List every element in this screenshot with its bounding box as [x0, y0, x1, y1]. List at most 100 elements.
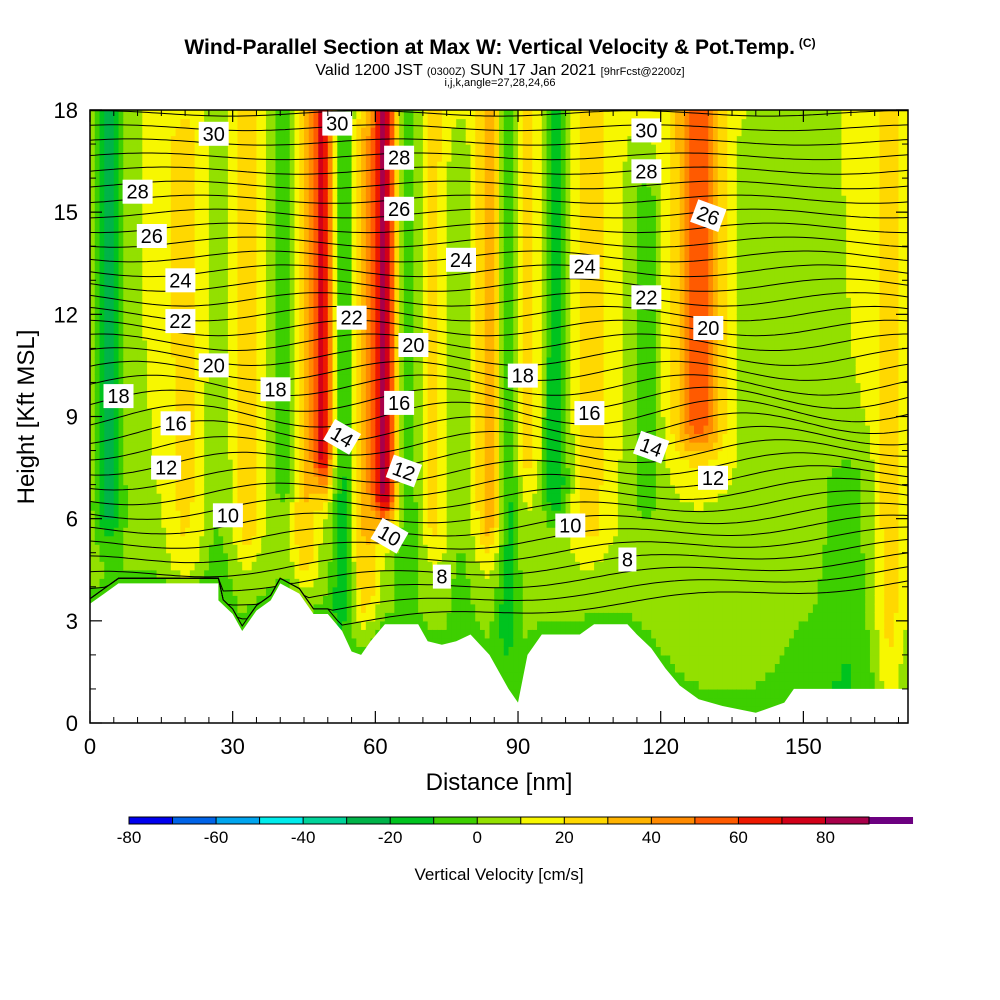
w-cell	[90, 305, 96, 315]
w-cell	[175, 476, 181, 486]
w-cell	[128, 544, 134, 554]
w-cell	[208, 373, 215, 384]
w-cell	[104, 373, 110, 384]
w-cell	[375, 407, 381, 418]
w-cell	[147, 450, 153, 460]
w-cell	[384, 484, 391, 494]
w-cell	[356, 629, 362, 639]
w-cell	[204, 399, 210, 409]
w-cell	[318, 271, 324, 281]
w-cell	[161, 263, 167, 273]
w-cell	[346, 586, 353, 596]
w-cell	[418, 620, 424, 630]
w-cell	[270, 178, 277, 188]
w-cell	[351, 220, 357, 230]
w-cell	[204, 152, 210, 162]
w-cell	[280, 271, 286, 281]
w-cell	[104, 178, 110, 188]
w-cell	[246, 373, 253, 384]
w-cell	[327, 586, 334, 596]
w-cell	[137, 535, 143, 545]
w-cell	[327, 322, 334, 332]
w-cell	[318, 407, 324, 418]
w-cell	[199, 561, 205, 571]
w-cell	[389, 484, 395, 494]
w-cell	[94, 246, 101, 256]
w-cell	[213, 237, 220, 247]
w-cell	[375, 399, 381, 409]
w-cell	[380, 152, 386, 162]
w-cell	[275, 212, 281, 222]
w-cell	[284, 237, 291, 247]
w-cell	[232, 484, 239, 494]
w-cell	[151, 280, 158, 290]
w-cell	[227, 271, 234, 281]
w-cell	[313, 484, 319, 494]
w-cell	[123, 288, 129, 298]
w-cell	[327, 501, 334, 511]
w-cell	[237, 118, 243, 128]
w-cell	[227, 433, 234, 443]
w-cell	[318, 144, 324, 154]
w-cell	[232, 246, 239, 256]
w-cell	[265, 339, 272, 349]
w-cell	[151, 382, 158, 392]
w-cell	[232, 382, 239, 392]
w-cell	[99, 433, 105, 443]
w-cell	[313, 603, 319, 613]
w-cell	[113, 127, 120, 137]
w-cell	[289, 467, 296, 477]
w-cell	[337, 195, 343, 205]
w-cell	[113, 425, 120, 435]
w-cell	[151, 544, 158, 554]
w-cell	[170, 246, 177, 256]
w-cell	[180, 433, 186, 443]
w-cell	[99, 229, 105, 239]
w-cell	[161, 535, 167, 545]
w-cell	[265, 280, 272, 290]
w-cell	[156, 110, 162, 120]
w-cell	[166, 127, 172, 137]
w-cell	[261, 493, 267, 503]
w-cell	[384, 348, 391, 358]
w-cell	[380, 390, 386, 401]
w-cell	[351, 186, 357, 196]
w-cell	[408, 288, 414, 298]
w-cell	[413, 186, 419, 196]
w-cell	[180, 390, 186, 401]
w-cell	[189, 535, 196, 545]
w-cell	[327, 229, 334, 239]
w-cell	[109, 501, 115, 511]
w-cell	[270, 552, 277, 562]
w-cell	[294, 425, 300, 435]
w-cell	[351, 612, 357, 622]
w-cell	[370, 237, 376, 247]
w-cell	[151, 527, 158, 537]
w-cell	[394, 110, 400, 120]
w-cell	[199, 169, 205, 179]
w-cell	[270, 561, 277, 571]
w-cell	[109, 246, 115, 256]
w-cell	[394, 603, 400, 613]
w-cell	[294, 195, 300, 205]
w-cell	[361, 467, 367, 477]
w-cell	[294, 271, 300, 281]
w-cell	[370, 271, 376, 281]
w-cell	[370, 527, 376, 537]
w-cell	[375, 237, 381, 247]
w-cell	[185, 339, 191, 349]
w-cell	[118, 246, 124, 256]
w-cell	[208, 510, 215, 520]
w-cell	[242, 186, 248, 196]
w-cell	[94, 459, 101, 469]
w-cell	[90, 246, 96, 256]
w-cell	[318, 280, 324, 290]
w-cell	[109, 442, 115, 452]
w-cell	[384, 110, 391, 120]
w-cell	[227, 399, 234, 409]
w-cell	[189, 127, 196, 137]
w-cell	[346, 390, 353, 401]
w-cell	[113, 578, 120, 588]
w-cell	[104, 246, 110, 256]
w-cell	[318, 578, 324, 588]
